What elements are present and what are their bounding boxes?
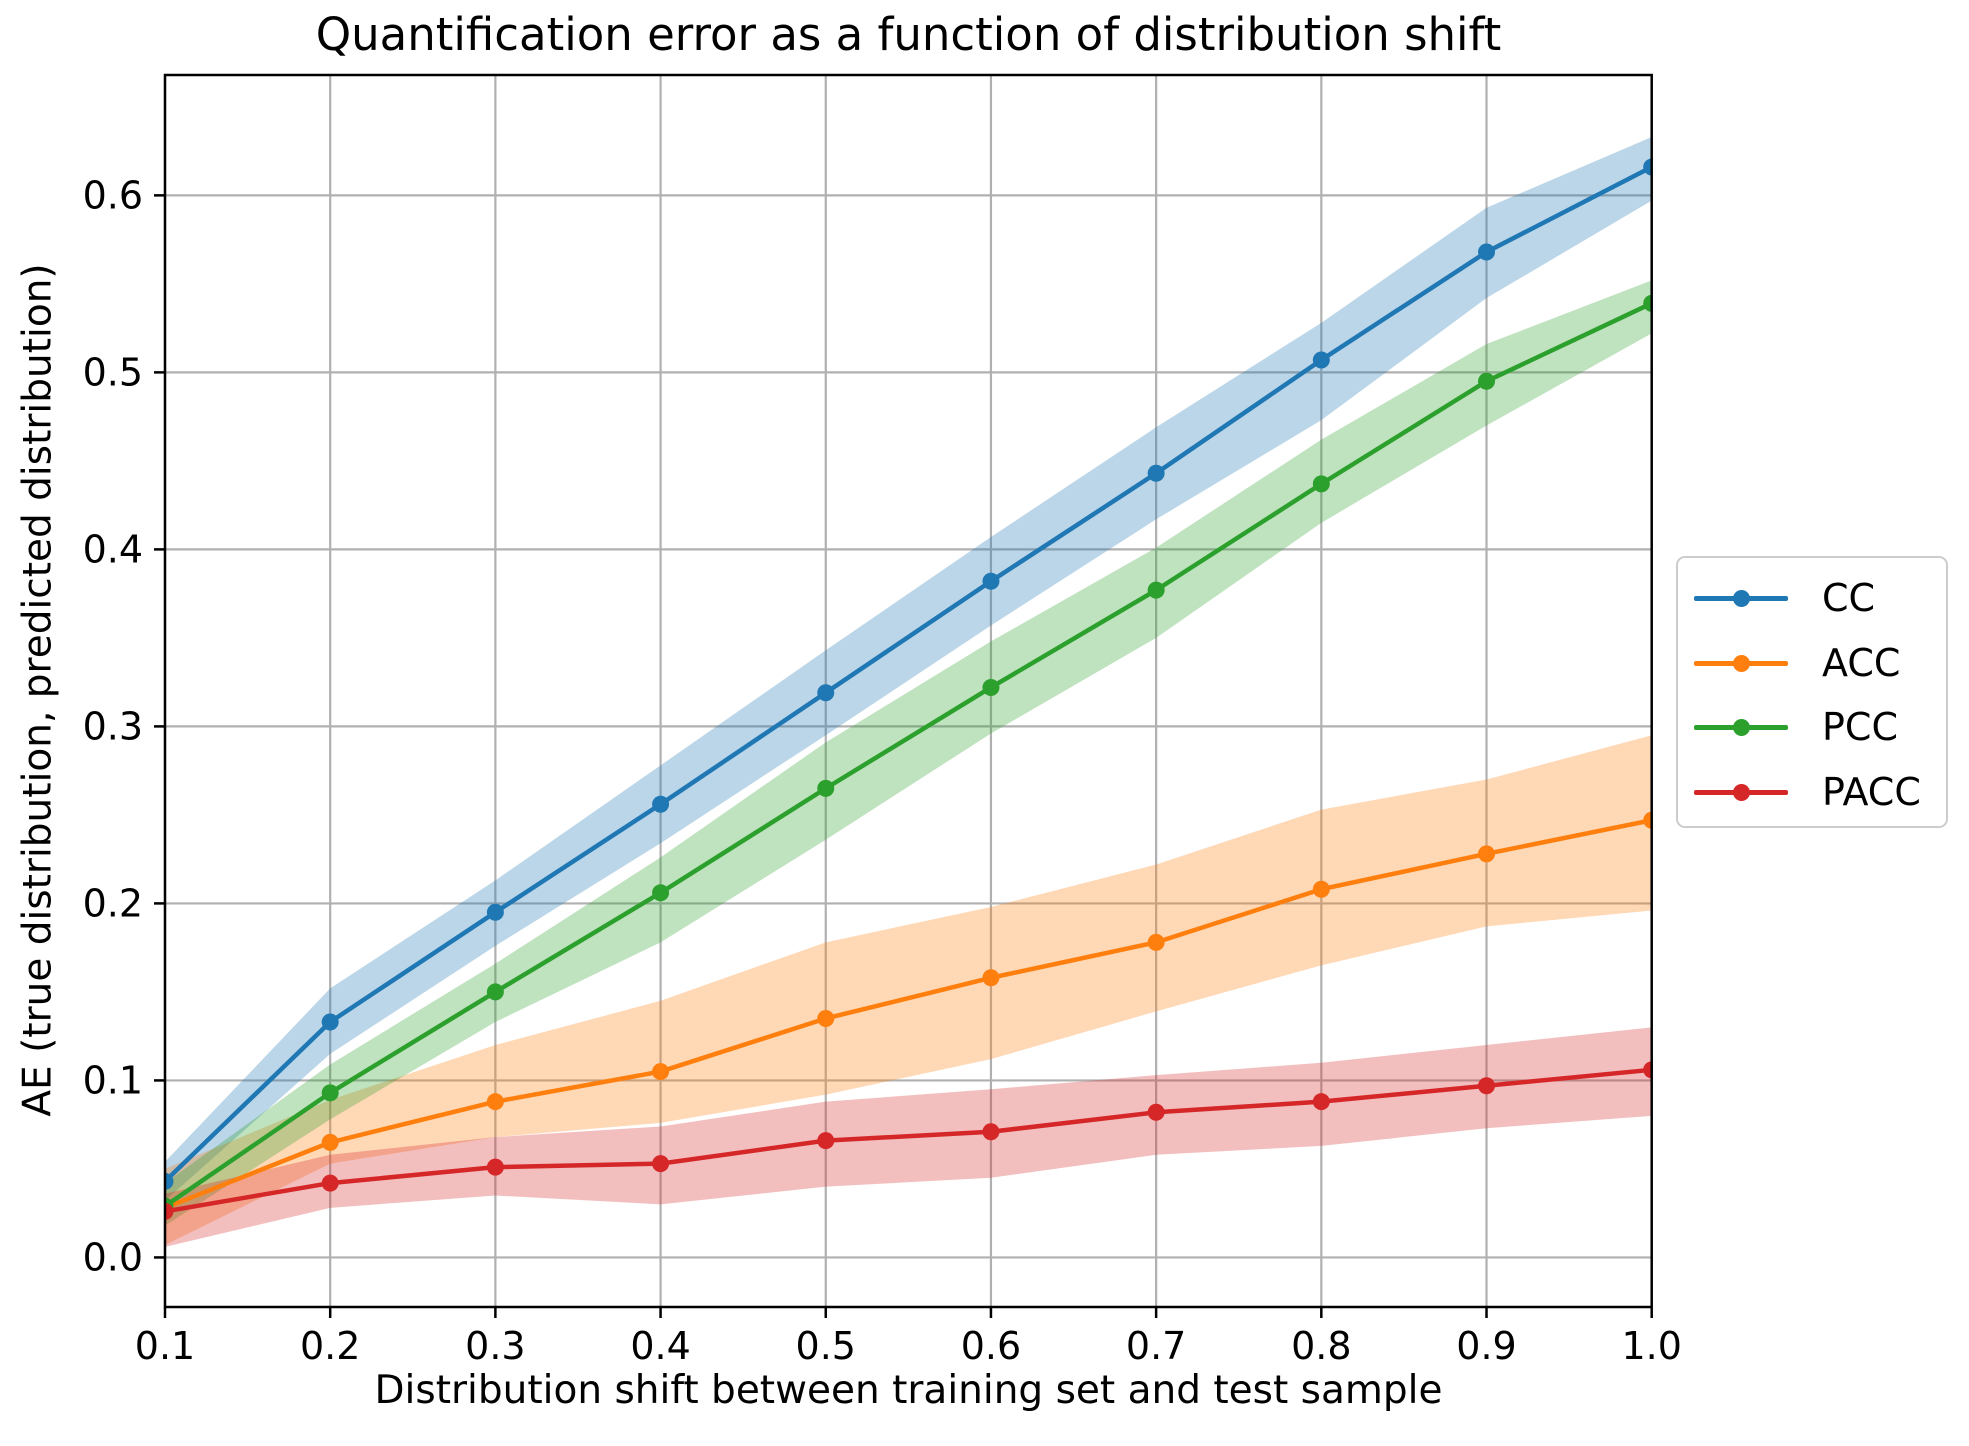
marker-acc — [1147, 933, 1165, 951]
y-tick-label: 0.1 — [83, 1058, 143, 1102]
marker-pcc — [1147, 581, 1165, 599]
marker-pcc — [652, 884, 670, 902]
legend-item-cc: CC — [1694, 566, 1946, 631]
legend-line-sample — [1694, 587, 1788, 609]
marker-cc — [165, 1172, 174, 1190]
x-tick-label: 0.1 — [135, 1324, 195, 1368]
marker-pacc — [1147, 1103, 1165, 1121]
marker-acc — [652, 1063, 670, 1081]
marker-pacc — [1643, 1061, 1652, 1079]
legend-label: ACC — [1822, 640, 1901, 685]
band-acc — [165, 735, 1652, 1246]
legend-item-pcc: PCC — [1694, 695, 1946, 760]
x-tick-label: 0.2 — [300, 1324, 360, 1368]
x-tick-label: 0.9 — [1456, 1324, 1516, 1368]
marker-acc — [817, 1009, 835, 1027]
legend-line-sample — [1694, 781, 1788, 803]
y-tick-label: 0.5 — [83, 350, 143, 394]
marker-cc — [1478, 243, 1496, 261]
x-tick-label: 0.6 — [961, 1324, 1021, 1368]
y-tick-label: 0.2 — [83, 881, 143, 925]
marker-pacc — [321, 1174, 339, 1192]
marker-cc — [817, 684, 835, 702]
legend-label: CC — [1822, 576, 1876, 621]
marker-pcc — [1312, 475, 1330, 493]
marker-pcc — [321, 1084, 339, 1102]
y-axis-label: AE (true distribution, predicted distrib… — [15, 263, 61, 1117]
legend-line-sample — [1694, 652, 1788, 674]
marker-acc — [486, 1093, 504, 1111]
y-tick-label: 0.3 — [83, 704, 143, 748]
legend: CC ACC PCC PACC — [1676, 556, 1948, 828]
x-tick-label: 0.5 — [796, 1324, 856, 1368]
chart-title: Quantification error as a function of di… — [315, 8, 1502, 61]
marker-pacc — [817, 1132, 835, 1150]
marker-acc — [1312, 880, 1330, 898]
marker-pcc — [817, 779, 835, 797]
marker-pacc — [1312, 1093, 1330, 1111]
marker-acc — [1643, 811, 1652, 829]
x-tick-label: 0.8 — [1291, 1324, 1351, 1368]
legend-item-acc: ACC — [1694, 631, 1946, 696]
x-tick-label: 0.7 — [1126, 1324, 1186, 1368]
marker-cc — [652, 795, 670, 813]
plot-border — [163, 73, 1653, 1309]
y-tick-label: 0.4 — [83, 527, 143, 571]
marker-pacc — [486, 1158, 504, 1176]
marker-pacc — [1478, 1077, 1496, 1095]
marker-acc — [982, 969, 1000, 987]
line-pacc — [165, 1067, 1652, 1214]
line-cc — [165, 164, 1652, 1184]
legend-label: PCC — [1822, 705, 1898, 750]
legend-label: PACC — [1822, 769, 1921, 814]
line-acc — [165, 817, 1652, 1211]
marker-pacc — [982, 1123, 1000, 1141]
marker-cc — [486, 903, 504, 921]
marker-pcc — [982, 678, 1000, 696]
legend-item-pacc: PACC — [1694, 760, 1946, 825]
marker-pcc — [1478, 372, 1496, 390]
marker-acc — [321, 1133, 339, 1151]
marker-acc — [1478, 845, 1496, 863]
y-tick-label: 0.0 — [83, 1235, 143, 1279]
y-tick-label: 0.6 — [83, 173, 143, 217]
marker-pcc — [486, 983, 504, 1001]
marker-cc — [1643, 158, 1652, 176]
x-axis-label: Distribution shift between training set … — [374, 1368, 1443, 1413]
marker-pacc — [165, 1202, 174, 1220]
x-tick-label: 0.4 — [630, 1324, 690, 1368]
x-tick-label: 0.3 — [465, 1324, 525, 1368]
band-pcc — [165, 280, 1652, 1226]
band-cc — [165, 136, 1652, 1201]
marker-pcc — [1643, 294, 1652, 312]
marker-cc — [321, 1013, 339, 1031]
legend-line-sample — [1694, 716, 1788, 738]
marker-pacc — [652, 1155, 670, 1173]
x-tick-label: 1.0 — [1621, 1324, 1681, 1368]
line-pcc — [165, 301, 1652, 1209]
marker-cc — [982, 572, 1000, 590]
marker-cc — [1312, 351, 1330, 369]
marker-cc — [1147, 464, 1165, 482]
